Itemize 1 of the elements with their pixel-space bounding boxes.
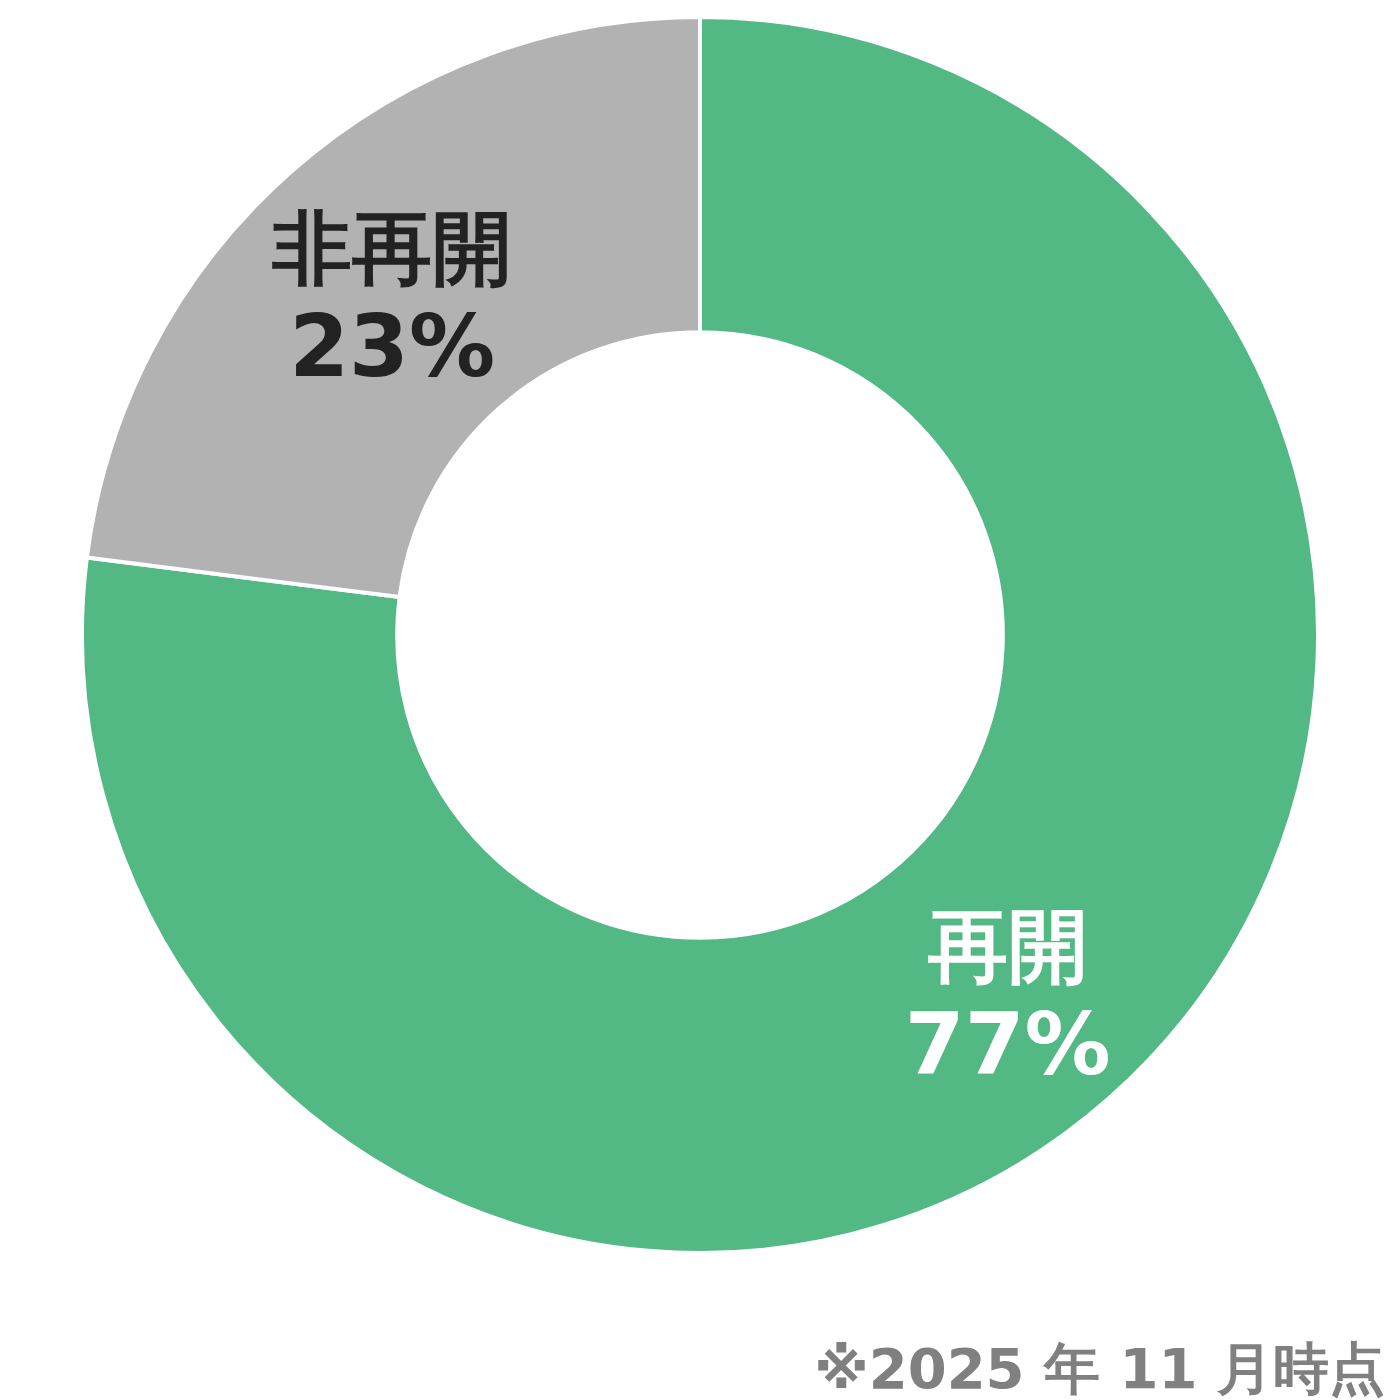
text: ※2025 年 11 月時点: [814, 1336, 1385, 1400]
